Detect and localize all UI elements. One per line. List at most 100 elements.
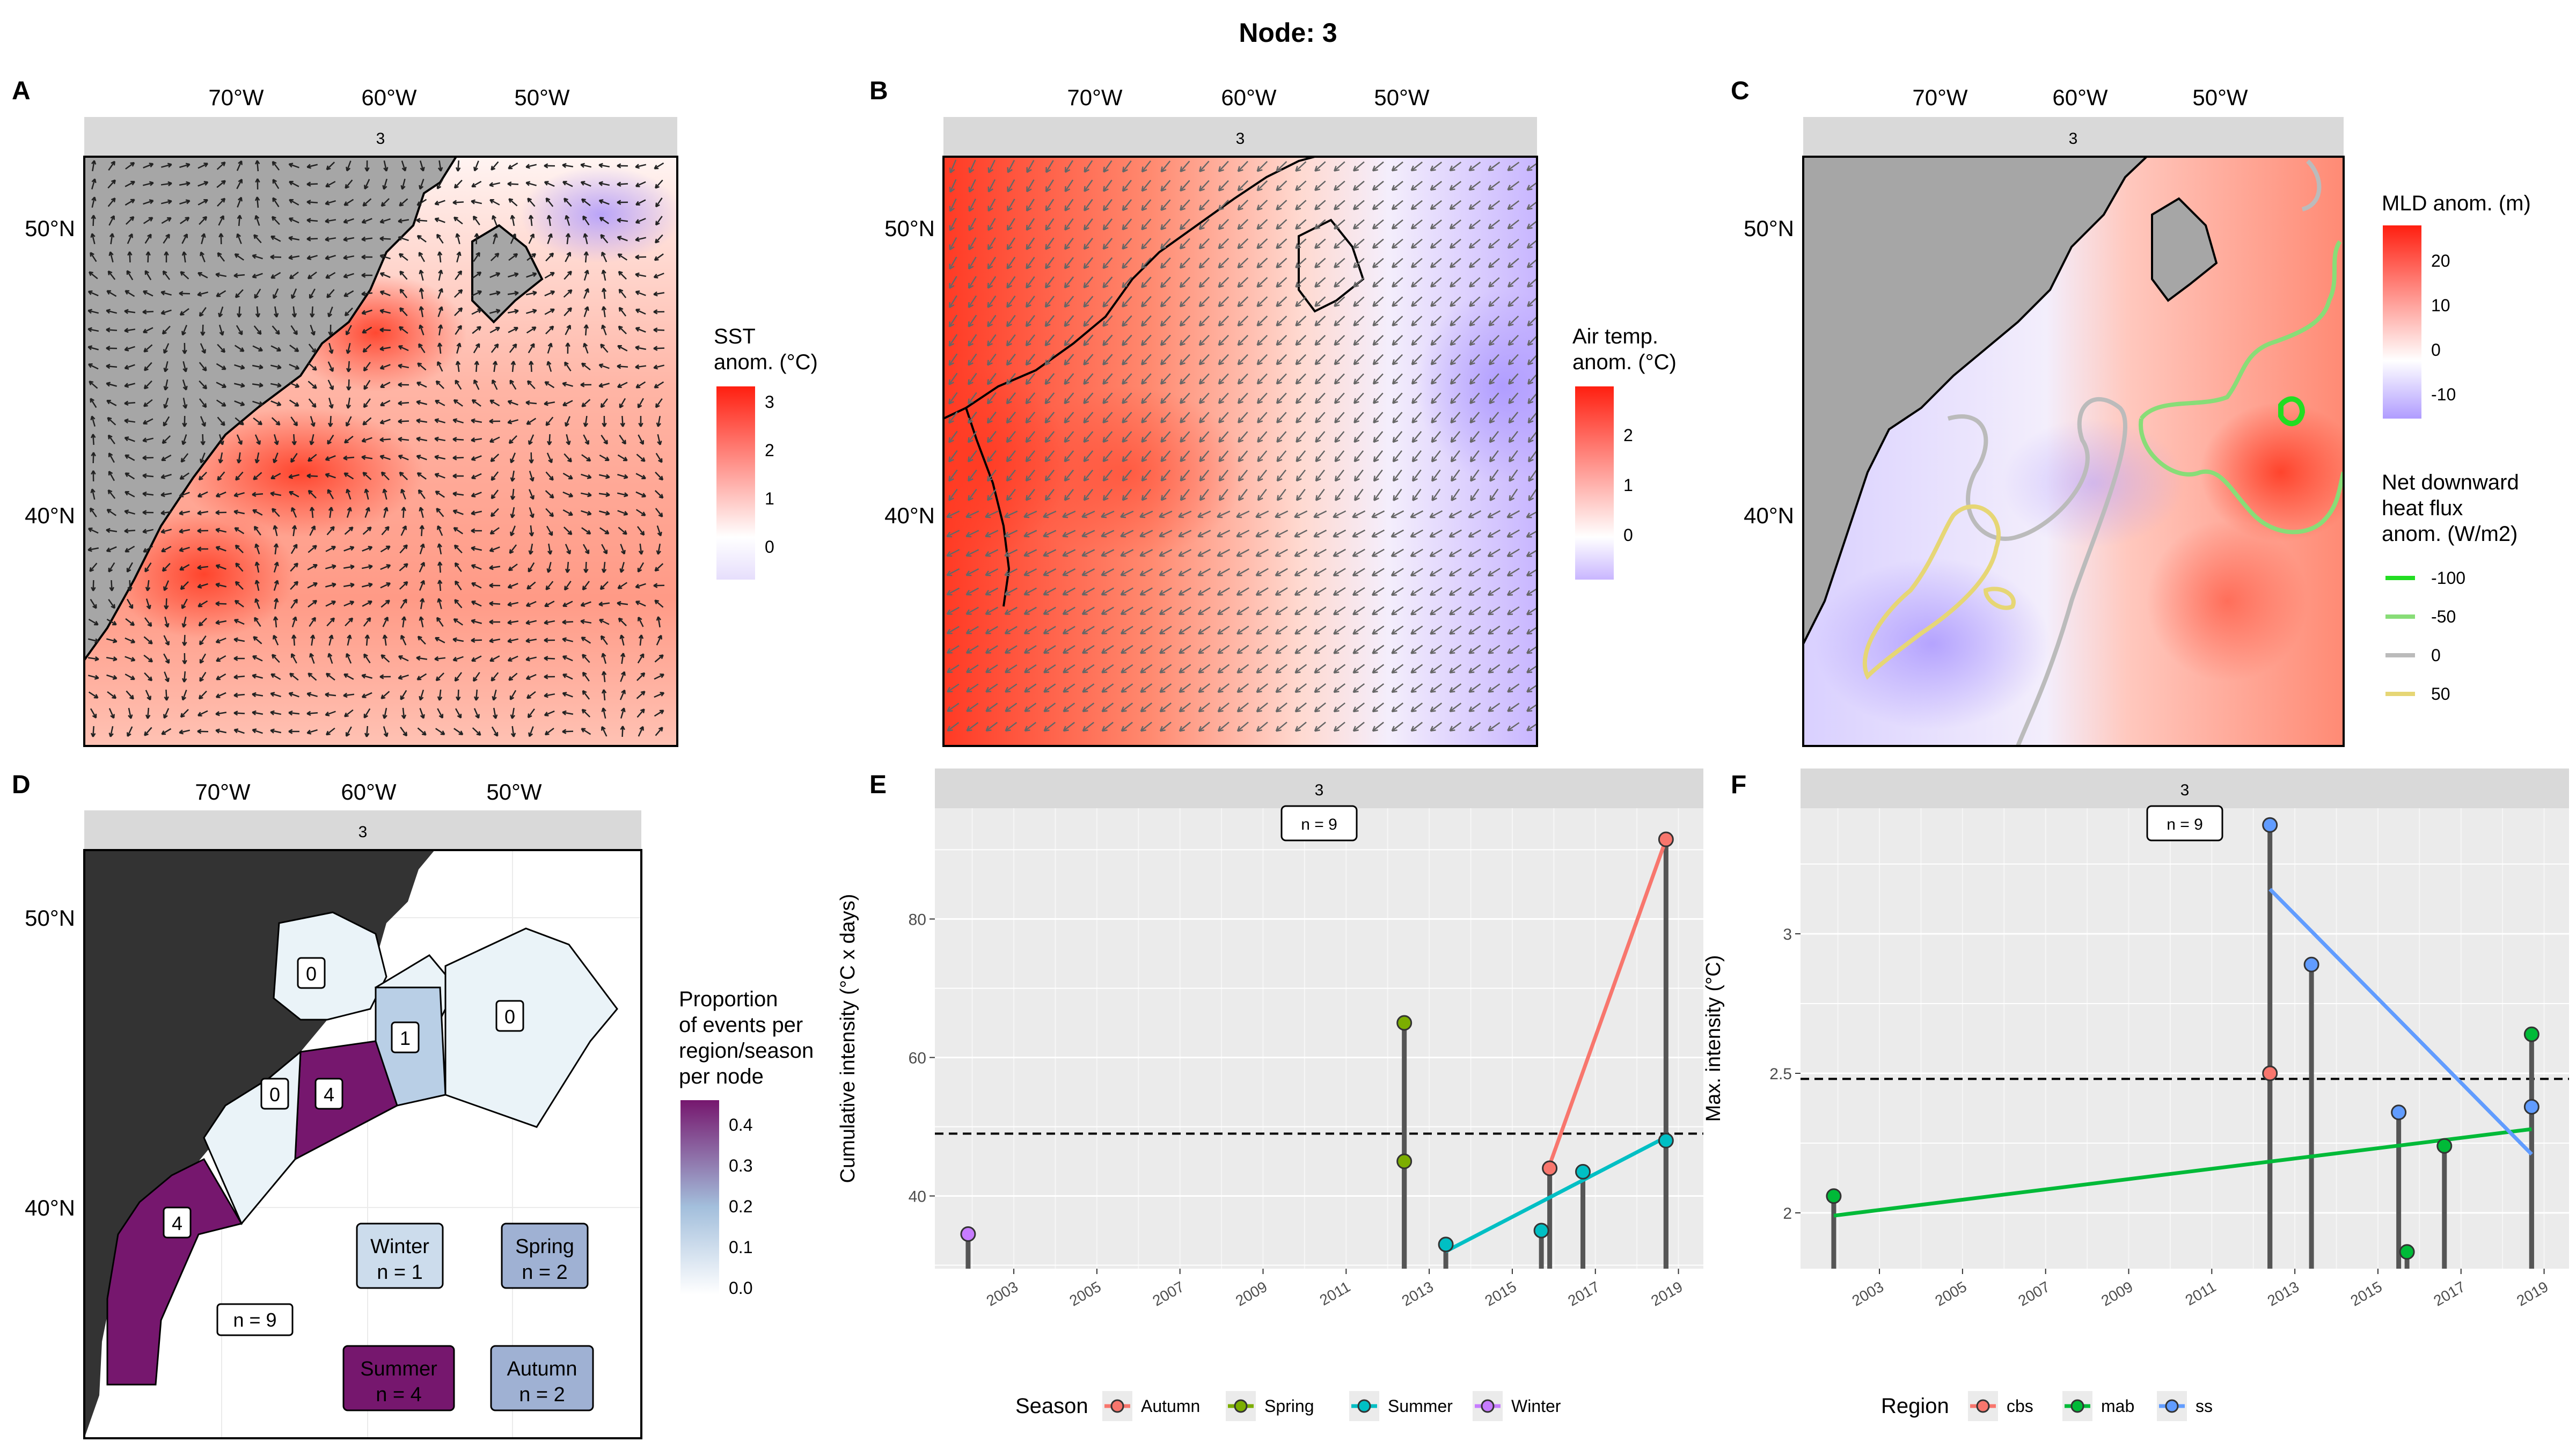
legend-title: Proportion bbox=[679, 987, 778, 1011]
map-x-tick: 60°W bbox=[361, 85, 417, 110]
newfoundland bbox=[1298, 218, 1365, 313]
heat-flux-legend-item: 0 bbox=[2385, 646, 2441, 665]
n-total-label: n = 9 bbox=[216, 1303, 294, 1336]
legend-title: anom. (°C) bbox=[714, 350, 818, 374]
map-x-tick: 70°W bbox=[195, 779, 251, 804]
map-x-tick: 70°W bbox=[1067, 85, 1123, 110]
x-tick-label: 2017 bbox=[1565, 1278, 1602, 1309]
region-polygon-mab bbox=[106, 1158, 243, 1386]
panel-b-wind-arrows bbox=[946, 159, 1537, 732]
panel-b-strip bbox=[943, 117, 1537, 157]
data-point-mab bbox=[2399, 1244, 2415, 1260]
legend-tick: 0.2 bbox=[729, 1197, 752, 1216]
panel-a-wind-arrows bbox=[87, 160, 665, 737]
panel-b: B 3 70°W 60°W 50°W 50°N 40°N Air temp. a… bbox=[869, 77, 1677, 747]
season-box-winter: Winter n = 1 bbox=[356, 1223, 444, 1289]
panel-letter-a: A bbox=[12, 77, 31, 105]
legend-tick: 3 bbox=[765, 392, 774, 412]
map-x-tick: 50°W bbox=[1374, 85, 1430, 110]
legend-tick: 1 bbox=[765, 489, 774, 508]
data-point-winter bbox=[960, 1226, 976, 1242]
legend-tick: 10 bbox=[2431, 296, 2450, 315]
data-point-mab bbox=[2436, 1138, 2453, 1154]
map-y-tick: 50°N bbox=[25, 905, 75, 931]
x-tick-label: 2013 bbox=[2265, 1278, 2302, 1309]
legend-tick: 0.3 bbox=[729, 1156, 752, 1175]
legend-title: Air temp. bbox=[1572, 325, 1658, 348]
region-label: 4 bbox=[163, 1206, 192, 1239]
y-axis-label: Cumulative intensity (°C x days) bbox=[837, 894, 859, 1183]
legend-tick: 0.4 bbox=[729, 1115, 752, 1135]
map-y-tick: 40°N bbox=[1744, 503, 1794, 528]
map-x-tick: 70°W bbox=[1912, 85, 1968, 110]
legend-title: anom. (°C) bbox=[1572, 350, 1677, 374]
legend-tick: 0.0 bbox=[729, 1278, 752, 1298]
chart-legend: Region cbs mab ss bbox=[1881, 1391, 2213, 1421]
data-point-cbs bbox=[2262, 1065, 2278, 1081]
x-tick-label: 2003 bbox=[984, 1278, 1021, 1309]
x-tick-label: 2003 bbox=[1849, 1278, 1886, 1309]
legend-item-ss: ss bbox=[2157, 1391, 2213, 1421]
y-tick-label: 40 bbox=[909, 1188, 926, 1206]
data-point-summer bbox=[1438, 1236, 1454, 1253]
panel-letter-f: F bbox=[1731, 771, 1746, 799]
panel-d-map bbox=[84, 850, 641, 1438]
map-x-tick: 50°W bbox=[514, 85, 570, 110]
trend-line-ss bbox=[2268, 888, 2533, 1156]
region-label: 1 bbox=[391, 1021, 420, 1053]
legend-tick: 2 bbox=[1623, 426, 1633, 445]
data-point-autumn bbox=[1542, 1160, 1558, 1176]
legend-title: SST bbox=[714, 325, 756, 348]
x-tick-label: 2005 bbox=[1932, 1278, 1969, 1309]
legend-item-summer: Summer bbox=[1349, 1391, 1453, 1421]
legend-tick: 0 bbox=[2431, 340, 2441, 360]
trend-line-autumn bbox=[1548, 838, 1668, 1166]
map-x-tick: 60°W bbox=[1221, 85, 1277, 110]
data-point-autumn bbox=[1658, 831, 1674, 847]
data-point-mab bbox=[2523, 1026, 2540, 1042]
newfoundland bbox=[471, 224, 544, 324]
data-point-spring bbox=[1396, 1015, 1413, 1031]
panel-c-strip-label: 3 bbox=[2069, 130, 2078, 148]
plot-background bbox=[935, 808, 1703, 1269]
region-label: 0 bbox=[297, 957, 326, 989]
x-tick-label: 2009 bbox=[2098, 1278, 2135, 1309]
data-point-summer bbox=[1658, 1132, 1674, 1148]
x-tick-label: 2007 bbox=[2015, 1278, 2052, 1309]
legend-tick: 0 bbox=[1623, 525, 1633, 545]
season-box-spring: Spring n = 2 bbox=[501, 1223, 589, 1289]
y-tick-label: 80 bbox=[909, 911, 926, 928]
plot-background bbox=[1801, 808, 2569, 1269]
x-tick-label: 2017 bbox=[2431, 1278, 2468, 1309]
panel-a-strip-label: 3 bbox=[376, 130, 385, 148]
legend-title: of events per bbox=[679, 1013, 803, 1037]
panel-b-strip-label: 3 bbox=[1236, 130, 1245, 148]
y-tick-label: 2 bbox=[1783, 1205, 1792, 1223]
panel-f-strip-label: 3 bbox=[2180, 781, 2190, 799]
data-point-summer bbox=[1533, 1223, 1549, 1239]
x-tick-label: 2007 bbox=[1150, 1278, 1187, 1309]
map-y-tick: 50°N bbox=[25, 216, 75, 241]
y-tick-label: 3 bbox=[1783, 926, 1792, 943]
x-tick-label: 2009 bbox=[1233, 1278, 1270, 1309]
panel-f: F 3 2003 2005 2007 2009 2011 2013 2015 2017 2019… bbox=[1702, 769, 2569, 1421]
n-label: n = 9 bbox=[1280, 805, 1358, 841]
panel-c-strip bbox=[1803, 117, 2344, 157]
legend-title: per node bbox=[679, 1065, 764, 1088]
map-y-tick: 40°N bbox=[25, 503, 75, 528]
map-x-tick: 60°W bbox=[341, 779, 397, 804]
heat-flux-contour-0 bbox=[1947, 397, 2127, 746]
legend-title: Region bbox=[1881, 1394, 1949, 1418]
legend-title: heat flux bbox=[2382, 496, 2463, 520]
n-label: n = 9 bbox=[2146, 805, 2223, 841]
region-polygon-offshore bbox=[444, 927, 618, 1128]
legend-item-spring: Spring bbox=[1226, 1391, 1314, 1421]
map-x-tick: 50°W bbox=[2192, 85, 2248, 110]
panel-e-strip-label: 3 bbox=[1315, 781, 1324, 799]
legend-item-autumn: Autumn bbox=[1102, 1391, 1200, 1421]
panel-f-strip bbox=[1801, 769, 2569, 808]
y-tick-label: 2.5 bbox=[1769, 1065, 1792, 1083]
panel-d: D 3 0 0 1 bbox=[12, 771, 814, 1439]
legend-tick: 20 bbox=[2431, 251, 2450, 270]
legend-title: Season bbox=[1015, 1394, 1088, 1418]
